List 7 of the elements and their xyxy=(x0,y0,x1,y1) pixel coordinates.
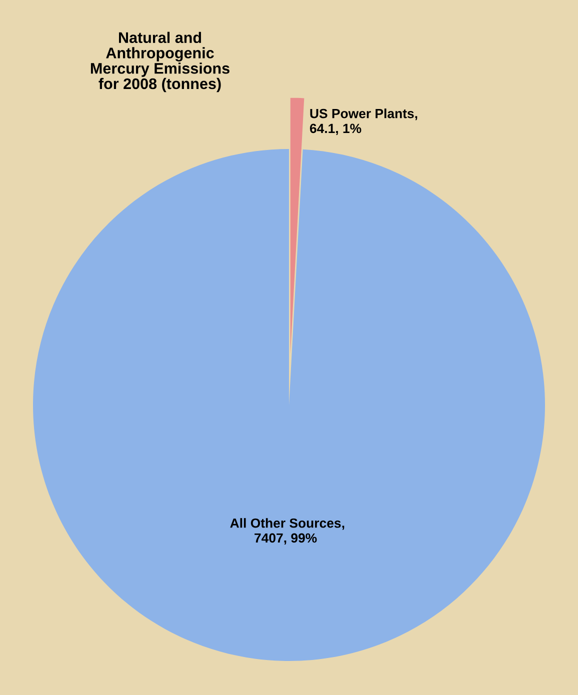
slice-label: US Power Plants xyxy=(310,108,414,118)
data-label: 7407, 99% xyxy=(254,533,317,545)
slice-label: All Other Sources xyxy=(230,518,341,528)
chart-title: Natural and Anthropogenic Mercury Emissions for 2008 (tonnes) xyxy=(90,32,230,92)
text: , xyxy=(415,116,418,120)
data-label: 64.1, 1% xyxy=(310,124,362,136)
text: , xyxy=(342,526,344,530)
